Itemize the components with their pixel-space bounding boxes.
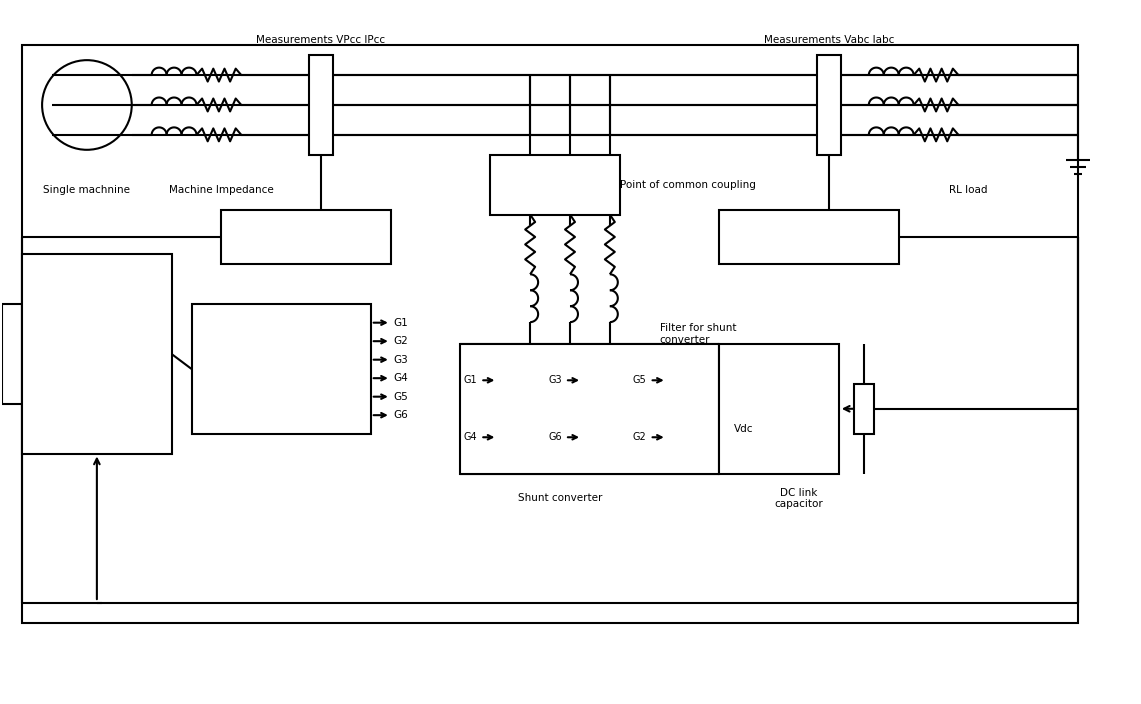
Text: Point of common coupling: Point of common coupling	[620, 180, 755, 189]
Bar	[221, 210, 390, 264]
Text: Single machnine: Single machnine	[43, 184, 130, 194]
Bar	[461, 344, 720, 474]
Bar	[22, 254, 171, 453]
Bar	[491, 155, 620, 215]
Text: G1: G1	[394, 318, 408, 327]
Text: DC link
capacitor: DC link capacitor	[775, 488, 824, 509]
Bar	[22, 45, 1078, 623]
Text: Pulse generation
for shunt converter: Pulse generation for shunt converter	[230, 358, 332, 379]
Text: G6: G6	[549, 432, 563, 442]
Text: G3: G3	[549, 375, 563, 385]
Bar	[853, 384, 874, 434]
Text: Shunt
transformer: Shunt transformer	[524, 174, 586, 196]
Text: G6: G6	[394, 410, 408, 420]
Text: G2: G2	[633, 432, 647, 442]
Text: Complete control
section: Complete control section	[51, 343, 141, 365]
Text: Measurements Vabc Iabc: Measurements Vabc Iabc	[763, 35, 895, 45]
Text: G3: G3	[394, 355, 408, 365]
Bar	[817, 55, 841, 155]
Text: Machine Impedance: Machine Impedance	[169, 184, 274, 194]
Text: G1: G1	[463, 375, 477, 385]
Text: Shunt converter: Shunt converter	[518, 494, 602, 503]
Bar	[720, 344, 839, 474]
Text: RL load: RL load	[949, 184, 988, 194]
Text: Vdc: Vdc	[735, 424, 754, 434]
Bar	[192, 304, 371, 434]
Text: G4: G4	[463, 432, 477, 442]
Bar	[308, 55, 333, 155]
Text: Filter and measurement
Vabc Iabc: Filter and measurement Vabc Iabc	[746, 226, 872, 248]
Text: G5: G5	[633, 375, 647, 385]
Text: G5: G5	[394, 391, 408, 402]
Text: Filter measurment
VPcc IPcc: Filter measurment VPcc IPcc	[258, 226, 354, 248]
Bar	[720, 210, 899, 264]
Text: G4: G4	[394, 373, 408, 383]
Text: Measurements VPcc IPcc: Measurements VPcc IPcc	[257, 35, 386, 45]
Text: G2: G2	[394, 337, 408, 346]
Text: Filter for shunt
converter: Filter for shunt converter	[659, 323, 736, 345]
